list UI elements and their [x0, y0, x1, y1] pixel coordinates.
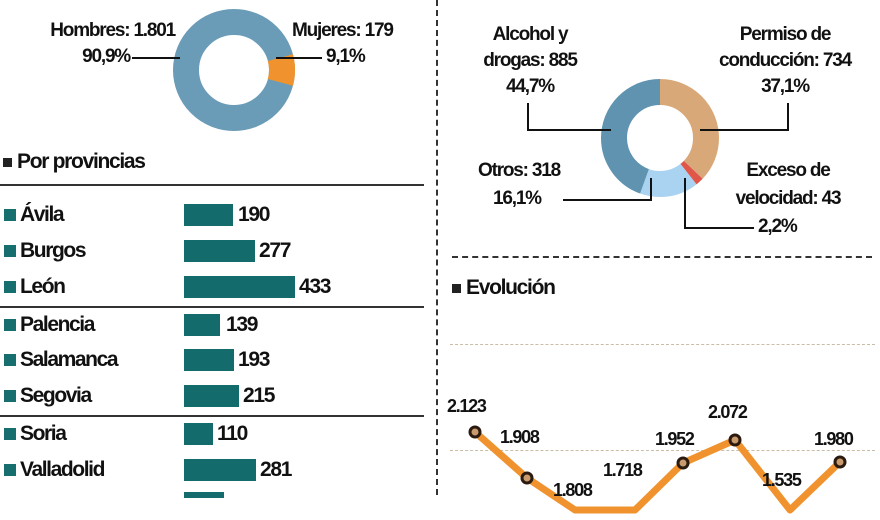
province-bar [184, 492, 224, 498]
otros-pct: 16,1% [493, 188, 542, 209]
provinces-heading: Por provincias [3, 150, 146, 174]
province-name: Burgos [20, 239, 87, 262]
province-row: Ávila [0, 200, 65, 230]
province-row: Valladolid [0, 455, 105, 485]
point-label: 1.718 [603, 460, 643, 480]
point-label: 2.072 [708, 402, 748, 422]
province-value: 193 [238, 348, 270, 371]
point-label: 1.980 [814, 429, 854, 449]
province-name: León [20, 275, 66, 298]
exceso-leader-line [684, 227, 754, 229]
province-value: 277 [259, 239, 291, 262]
alcohol-label-line1: Alcohol y [492, 24, 569, 45]
bullet-square-icon [4, 464, 16, 476]
evolution-heading: Evolución [452, 276, 556, 300]
alcohol-pct: 44,7% [506, 76, 555, 97]
province-value: 281 [260, 458, 292, 481]
evolution-heading-text: Evolución [466, 276, 556, 299]
bullet-square-icon [452, 283, 461, 293]
panel-divider [436, 0, 438, 495]
province-bar [184, 240, 255, 262]
exceso-label-line2: velocidad: 43 [735, 188, 842, 209]
data-point-marker [833, 455, 847, 469]
evolution-line-chart [468, 425, 847, 514]
province-name: Segovia [20, 384, 92, 407]
divider [0, 184, 424, 186]
divider [0, 415, 424, 417]
bullet-square-icon [4, 319, 16, 331]
point-label: 1.908 [500, 427, 540, 447]
divider [0, 306, 424, 308]
province-name: Valladolid [20, 458, 105, 481]
province-bar [184, 314, 220, 336]
gridline [450, 450, 875, 451]
point-label: 2.123 [447, 396, 487, 416]
data-point-marker [676, 456, 690, 470]
bullet-square-icon [4, 281, 16, 293]
province-value: 215 [243, 384, 275, 407]
province-bar [184, 276, 295, 298]
men-pct: 90,9% [82, 46, 131, 67]
data-points [468, 425, 847, 485]
province-row: León [0, 272, 66, 302]
data-point-marker [728, 433, 742, 447]
bullet-square-icon [3, 157, 12, 167]
province-name: Salamanca [20, 348, 119, 371]
permiso-label-line1: Permiso de [739, 24, 832, 45]
province-value: 110 [217, 422, 248, 445]
bullet-square-icon [4, 354, 16, 366]
province-value: 190 [238, 203, 270, 226]
men-leader-line [132, 57, 180, 59]
point-label: 1.952 [655, 429, 695, 449]
otros-label: Otros: 318 [478, 160, 561, 181]
otros-slice [601, 79, 719, 197]
gender-donut-chart [173, 9, 295, 131]
province-bar [184, 423, 213, 445]
exceso-leader-line [684, 178, 686, 228]
bullet-square-icon [4, 428, 16, 440]
otros-leader-line [563, 199, 652, 201]
alcohol-label-line2: drogas: 885 [483, 50, 578, 71]
alcohol-leader-line [527, 129, 611, 131]
bullet-square-icon [4, 209, 16, 221]
exceso-pct: 2,2% [758, 216, 798, 237]
gridline [450, 344, 875, 345]
provinces-heading-text: Por provincias [17, 150, 146, 173]
province-bar [184, 385, 239, 407]
province-value: 433 [299, 275, 331, 298]
women-leader-line [276, 57, 322, 59]
province-bar [184, 349, 234, 371]
reasons-donut-chart [601, 79, 719, 197]
province-name: Palencia [20, 313, 95, 336]
province-name: Ávila [20, 203, 65, 226]
data-point-marker [520, 471, 534, 485]
women-pct: 9,1% [326, 46, 366, 67]
women-slice [267, 54, 295, 86]
alcohol-slice [601, 79, 719, 197]
alcohol-leader-line [527, 103, 529, 131]
province-bar [184, 204, 233, 226]
permiso-label-line2: conducción: 734 [719, 50, 852, 71]
otros-leader-line [650, 178, 652, 200]
point-label: 1.535 [762, 470, 802, 490]
men-label: Hombres: 1.801 [50, 20, 176, 41]
province-row: Segovia [0, 381, 92, 411]
exceso-label-line1: Exceso de [746, 160, 830, 181]
permiso-leader-line [787, 103, 789, 131]
bullet-square-icon [4, 390, 16, 402]
women-label: Mujeres: 179 [292, 20, 394, 41]
province-row: Soria [0, 419, 67, 449]
province-name: Soria [20, 422, 67, 445]
permiso-leader-line [700, 129, 789, 131]
section-divider [452, 256, 872, 258]
province-row: Palencia [0, 310, 95, 340]
province-row: Burgos [0, 236, 87, 266]
bullet-square-icon [4, 245, 16, 257]
province-bar [184, 459, 256, 481]
point-label: 1.808 [553, 480, 593, 500]
permiso-pct: 37,1% [761, 76, 810, 97]
province-row: Salamanca [0, 345, 119, 375]
province-value: 139 [226, 313, 258, 336]
data-point-marker [468, 425, 482, 439]
